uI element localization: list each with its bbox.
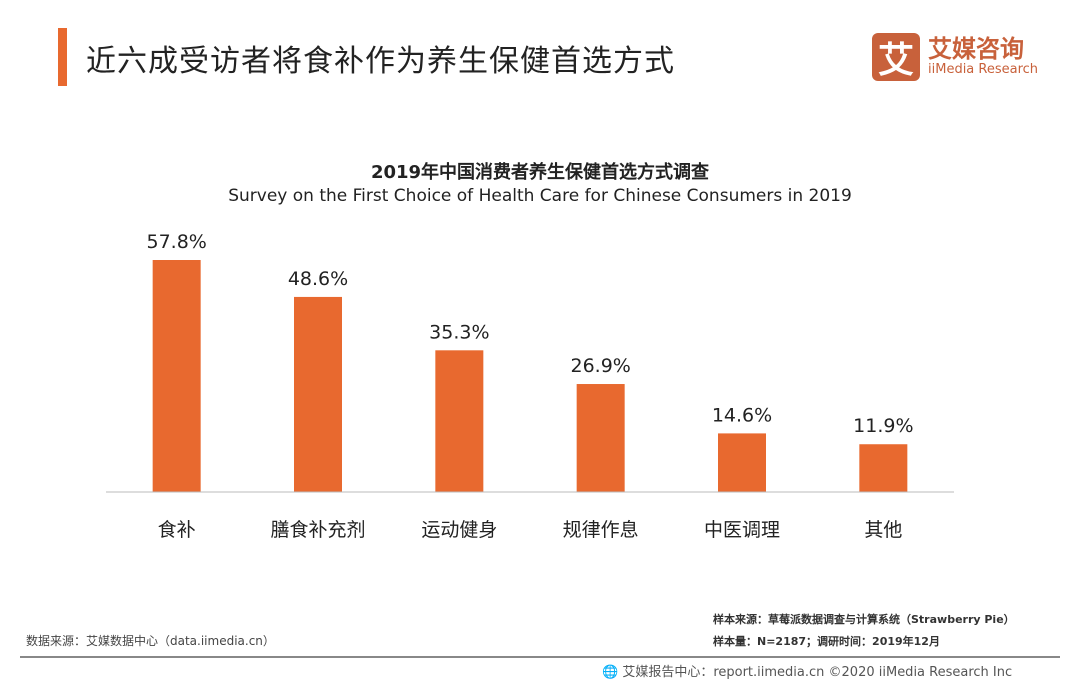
logo-cn: 艾媒咨询 xyxy=(928,35,1024,63)
logo-en: iiMedia Research xyxy=(928,62,1039,77)
footer-divider xyxy=(20,656,1060,658)
chart-subtitle: Survey on the First Choice of Health Car… xyxy=(228,186,852,206)
bar xyxy=(435,350,484,492)
category-label: 其他 xyxy=(864,519,902,541)
bar xyxy=(718,433,766,492)
data-label: 14.6% xyxy=(712,404,772,426)
bar xyxy=(152,260,201,492)
category-label: 膳食补充剂 xyxy=(270,519,365,541)
title-accent-bar xyxy=(58,28,67,86)
category-label: 中医调理 xyxy=(704,519,780,541)
sample-source: 样本来源：草莓派数据调查与计算系统（Strawberry Pie） xyxy=(713,613,1015,626)
data-label: 48.6% xyxy=(288,268,348,290)
page-title: 近六成受访者将食补作为养生保健首选方式 xyxy=(86,44,675,79)
data-source: 数据来源：艾媒数据中心（data.iimedia.cn） xyxy=(26,634,275,648)
bar xyxy=(294,296,342,492)
footer-text: 艾媒报告中心：report.iimedia.cn ©2020 iiMedia R… xyxy=(622,665,1013,680)
data-label: 35.3% xyxy=(429,321,489,343)
footer: 🌐 艾媒报告中心：report.iimedia.cn ©2020 iiMedia… xyxy=(602,661,1012,680)
data-label: 57.8% xyxy=(146,231,206,253)
category-label: 运动健身 xyxy=(421,519,497,541)
bar xyxy=(859,444,908,492)
category-label: 食补 xyxy=(158,519,196,541)
logo-mark: 艾 xyxy=(872,33,920,81)
globe-icon: 🌐 xyxy=(602,665,619,680)
data-label: 26.9% xyxy=(570,355,630,377)
bar xyxy=(576,384,625,492)
chart-title: 2019年中国消费者养生保健首选方式调查 xyxy=(370,162,710,183)
sample-size: 样本量：N=2187；调研时间：2019年12月 xyxy=(713,635,940,648)
logo: 艾 艾媒咨询 iiMedia Research xyxy=(872,33,1038,81)
data-label: 11.9% xyxy=(853,415,913,437)
category-label: 规律作息 xyxy=(563,519,639,541)
